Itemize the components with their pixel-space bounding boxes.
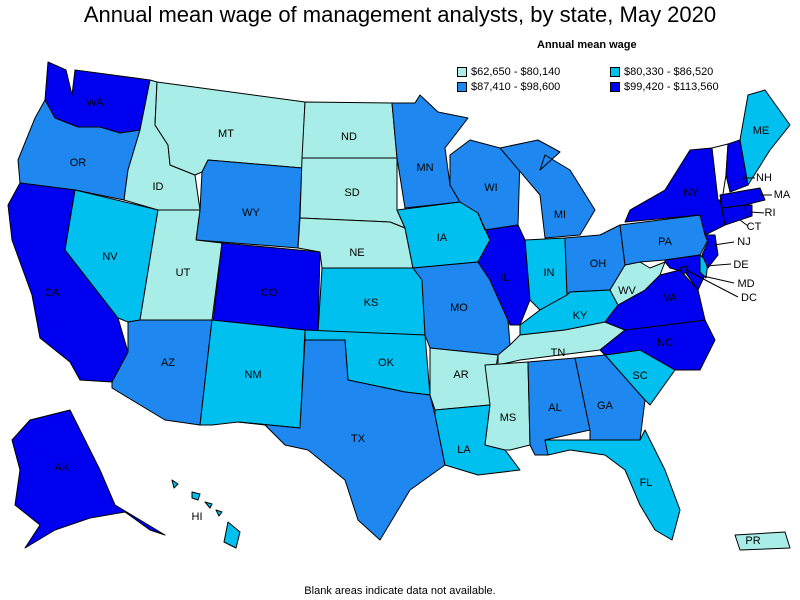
state-label-MD: MD (737, 278, 754, 290)
state-TX[interactable] (237, 339, 446, 541)
state-label-AK: AK (55, 462, 70, 474)
state-label-MO: MO (450, 302, 468, 314)
state-labels: WA OR CA NV ID MT WY UT CO AZ NM ND SD N… (44, 97, 791, 547)
state-ME[interactable] (739, 89, 791, 186)
state-label-SD: SD (344, 187, 359, 199)
leader-line-CT (739, 219, 749, 227)
legend-swatch-bin-4 (610, 82, 620, 92)
state-label-IL: IL (500, 272, 509, 284)
state-NH[interactable] (725, 139, 749, 193)
state-label-SC: SC (632, 370, 647, 382)
state-label-MI: MI (554, 209, 566, 221)
state-label-WA: WA (86, 97, 104, 109)
leader-line-DE (705, 263, 732, 267)
state-label-OR: OR (70, 157, 87, 169)
state-label-KS: KS (364, 297, 379, 309)
state-label-VA: VA (663, 292, 678, 304)
state-WY[interactable] (195, 159, 303, 249)
footnote: Blank areas indicate data not available. (304, 585, 496, 597)
state-label-DC: DC (741, 292, 757, 304)
leader-line-DC (685, 269, 739, 298)
state-label-TN: TN (551, 347, 566, 359)
legend-label-bin-2: $80,330 - $86,520 (624, 66, 714, 78)
state-label-CT: CT (747, 221, 762, 233)
state-label-MT: MT (218, 128, 234, 140)
state-VT[interactable] (711, 143, 729, 201)
state-label-AR: AR (453, 369, 468, 381)
state-label-NM: NM (244, 369, 261, 381)
state-label-MA: MA (774, 189, 791, 201)
state-label-WI: WI (484, 182, 497, 194)
legend-swatch-bin-1 (457, 67, 467, 77)
legend-label-bin-1: $62,650 - $80,140 (471, 66, 561, 78)
state-IL[interactable] (477, 212, 531, 326)
state-PR[interactable] (734, 531, 791, 551)
state-RI[interactable] (744, 204, 753, 219)
state-label-FL: FL (640, 477, 653, 489)
state-label-NE: NE (349, 247, 364, 259)
state-label-CA: CA (44, 287, 60, 299)
state-label-OK: OK (378, 357, 395, 369)
state-label-TX: TX (351, 433, 366, 445)
state-label-IN: IN (544, 267, 555, 279)
state-label-GA: GA (597, 400, 614, 412)
leader-line-MD (702, 275, 735, 284)
state-NJ[interactable] (701, 234, 719, 269)
state-label-RI: RI (765, 207, 776, 219)
state-label-WY: WY (242, 207, 260, 219)
state-label-ND: ND (341, 131, 357, 143)
legend-swatch-bin-2 (610, 67, 620, 77)
state-label-ME: ME (753, 125, 770, 137)
state-label-ID: ID (153, 181, 164, 193)
map-title: Annual mean wage of management analysts,… (83, 2, 717, 27)
state-label-AL: AL (548, 402, 561, 414)
state-ND[interactable] (301, 101, 398, 159)
state-label-NJ: NJ (737, 236, 750, 248)
state-label-OH: OH (590, 258, 607, 270)
state-label-KY: KY (573, 310, 588, 322)
state-label-IA: IA (437, 232, 448, 244)
legend-title: Annual mean wage (537, 39, 637, 51)
state-label-NY: NY (683, 187, 699, 199)
state-label-WV: WV (618, 285, 636, 297)
state-label-MN: MN (416, 162, 433, 174)
leader-lines (685, 177, 772, 298)
state-DC[interactable] (679, 265, 689, 275)
state-label-PR: PR (745, 535, 760, 547)
state-label-PA: PA (658, 236, 673, 248)
state-HI[interactable] (171, 479, 241, 549)
state-FL[interactable] (544, 429, 681, 541)
state-MS[interactable] (484, 361, 531, 451)
state-label-NH: NH (756, 172, 772, 184)
state-label-NC: NC (657, 337, 673, 349)
state-label-HI: HI (192, 511, 203, 523)
state-MN[interactable] (391, 94, 469, 209)
state-label-DE: DE (733, 259, 748, 271)
legend-swatch-bin-3 (457, 82, 467, 92)
state-label-NV: NV (102, 251, 118, 263)
legend-label-bin-3: $87,410 - $98,600 (471, 81, 561, 93)
leader-line-RI (749, 211, 765, 214)
state-label-AZ: AZ (161, 357, 175, 369)
state-label-MS: MS (500, 412, 517, 424)
leader-line-NJ (713, 241, 735, 246)
state-label-UT: UT (176, 267, 191, 279)
state-AZ[interactable] (111, 319, 213, 426)
state-AK[interactable] (11, 409, 166, 549)
state-label-CO: CO (261, 287, 278, 299)
legend-label-bin-4: $99,420 - $113,560 (624, 81, 719, 93)
state-label-LA: LA (457, 444, 471, 456)
state-MI[interactable] (499, 139, 596, 239)
